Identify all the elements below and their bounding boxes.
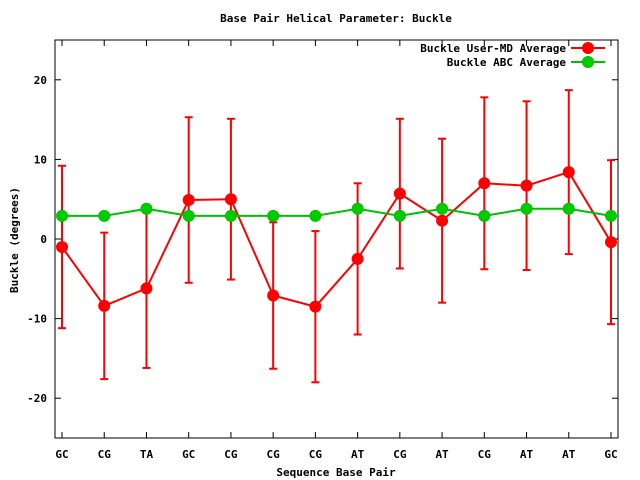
data-point-series-2 [520, 202, 533, 215]
data-point-series-2 [393, 209, 406, 222]
data-point-series-1 [182, 193, 195, 206]
series-line-1 [61, 170, 612, 308]
data-point-series-1 [562, 166, 575, 179]
data-point-series-2 [267, 209, 280, 222]
data-point-series-2 [605, 209, 617, 222]
y-tick-label: 20 [34, 74, 47, 87]
data-point-series-2 [56, 209, 68, 222]
data-point-series-2 [351, 202, 364, 215]
data-point-series-1 [393, 187, 406, 200]
data-point-series-1 [56, 240, 68, 253]
y-tick-label: -20 [27, 392, 47, 405]
data-point-series-1 [224, 193, 237, 206]
x-tick-label: AT [520, 448, 534, 461]
legend-marker [582, 42, 594, 54]
x-tick-label: CG [478, 448, 492, 461]
y-tick-label: -10 [27, 313, 47, 326]
data-point-series-2 [562, 202, 575, 215]
data-point-series-1 [478, 177, 491, 190]
axes: -20 -10 0 10 20 GC CG TA GC CG CG CG AT CG AT CG AT AT GC [27, 40, 618, 461]
x-tick-label: AT [351, 448, 365, 461]
x-axis-label: Sequence Base Pair [276, 466, 396, 479]
data-point-series-2 [98, 209, 111, 222]
y-axis-label: Buckle (degrees) [8, 187, 21, 293]
error-bars [58, 89, 615, 384]
data-point-series-2 [436, 202, 449, 215]
data-point-series-2 [224, 209, 237, 222]
data-point-series-2 [309, 209, 322, 222]
x-tick-label: AT [562, 448, 576, 461]
x-tick-label: CG [267, 448, 281, 461]
data-point-series-1 [98, 299, 111, 312]
data-point-series-2 [140, 202, 153, 215]
data-point-series-2 [478, 209, 491, 222]
data-point-series-2 [182, 209, 195, 222]
chart-title: Base Pair Helical Parameter: Buckle [220, 12, 452, 25]
series-line-2 [62, 207, 612, 217]
x-tick-label: CG [393, 448, 407, 461]
data-point-series-1 [267, 289, 280, 302]
x-tick-label: AT [435, 448, 449, 461]
x-tick-label: CG [98, 448, 112, 461]
series-markers [56, 166, 617, 313]
x-tick-label: TA [140, 448, 154, 461]
data-point-series-1 [436, 214, 449, 227]
series-lines [61, 170, 612, 308]
data-point-series-1 [140, 282, 153, 295]
legend-label: Buckle User-MD Average [420, 42, 566, 55]
x-tick-label: GC [604, 448, 617, 461]
plot-frame [54, 39, 619, 439]
y-tick-label: 0 [40, 233, 47, 246]
x-tick-label: CG [224, 448, 238, 461]
legend-label: Buckle ABC Average [447, 56, 567, 69]
data-point-series-1 [351, 252, 364, 265]
x-tick-label: GC [182, 448, 195, 461]
data-point-series-1 [520, 179, 533, 192]
y-tick-label: 10 [34, 153, 47, 166]
x-tick-label: CG [309, 448, 323, 461]
data-point-series-1 [309, 300, 322, 313]
data-point-series-1 [605, 236, 617, 249]
legend-marker [582, 56, 594, 68]
x-tick-label: GC [55, 448, 68, 461]
